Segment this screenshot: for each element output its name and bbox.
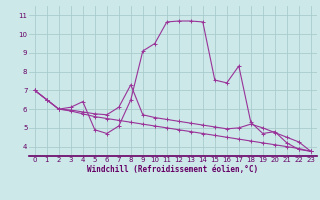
X-axis label: Windchill (Refroidissement éolien,°C): Windchill (Refroidissement éolien,°C) [87, 165, 258, 174]
